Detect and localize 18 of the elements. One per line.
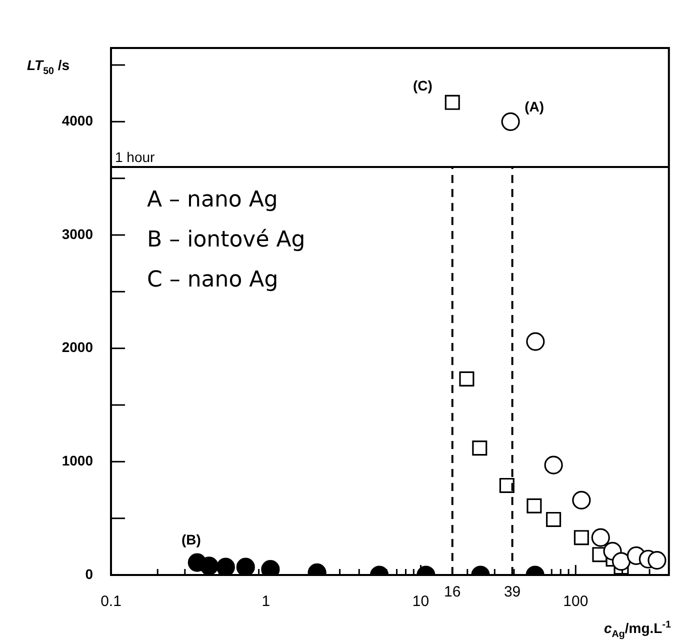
ref-line-label: 39 — [504, 584, 521, 601]
x-tick-label: 1 — [262, 593, 270, 610]
y-tick-label: 3000 — [62, 226, 94, 242]
y-tick-label: 1000 — [62, 452, 94, 469]
annotation: C – nano Ag — [147, 268, 278, 293]
series-label: (B) — [181, 531, 201, 548]
annotation: B – iontové Ag — [147, 228, 306, 253]
y-tick-label: 2000 — [62, 339, 94, 356]
series-label: (A) — [524, 98, 544, 115]
x-tick-label: 0.1 — [100, 593, 122, 610]
series-label: (C) — [412, 77, 432, 94]
ref-line-label: 16 — [444, 584, 461, 601]
x-tick-label: 10 — [412, 593, 430, 610]
y-tick-label: 4000 — [62, 112, 94, 129]
ref-line-label: 1 hour — [115, 148, 156, 165]
y-tick-label: 0 — [85, 566, 94, 582]
annotation: A – nano Ag — [147, 188, 278, 213]
x-tick-label: 100 — [563, 593, 588, 610]
